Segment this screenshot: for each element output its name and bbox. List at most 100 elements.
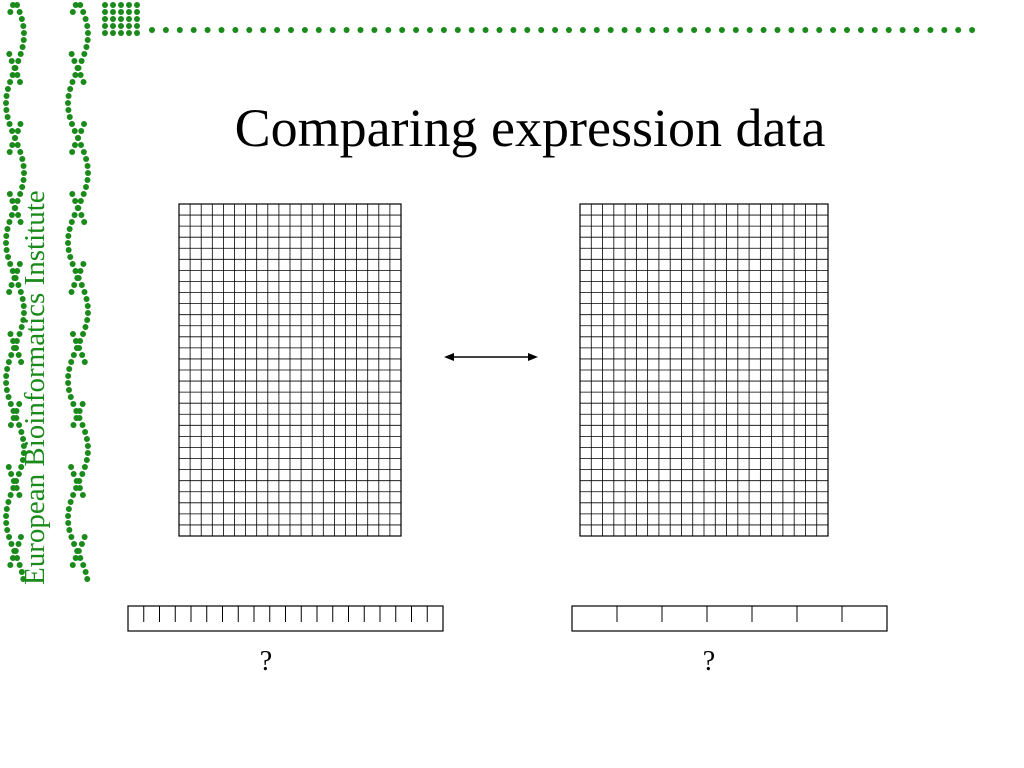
dot (4, 226, 11, 232)
dot (7, 422, 14, 428)
dot (857, 27, 864, 33)
dot (19, 44, 26, 50)
dot (19, 296, 26, 302)
dot (83, 296, 90, 302)
dot (20, 436, 27, 442)
dot (4, 86, 11, 92)
dot (788, 27, 795, 33)
dot (80, 261, 87, 267)
dot (79, 352, 86, 358)
dot (14, 555, 21, 561)
dot (9, 72, 16, 78)
dot (78, 128, 85, 134)
dot (9, 142, 16, 148)
dot (941, 27, 948, 33)
dot (12, 345, 19, 351)
dot (71, 541, 78, 547)
dot (20, 303, 27, 309)
dot (17, 534, 24, 540)
dot (70, 471, 77, 477)
dot (71, 142, 78, 148)
dot (83, 457, 90, 463)
dot (70, 401, 77, 407)
dot (677, 27, 684, 33)
dot (134, 9, 140, 15)
dot (81, 534, 88, 540)
dot (69, 79, 76, 85)
dot (66, 226, 73, 232)
dot (72, 198, 79, 204)
dot (5, 254, 12, 260)
dot (17, 289, 24, 295)
dot (830, 27, 837, 33)
dot (68, 534, 75, 540)
dot (7, 562, 14, 568)
dot (126, 2, 132, 8)
dot (70, 352, 77, 358)
dot (84, 576, 91, 582)
dot (14, 128, 21, 134)
dot (110, 2, 116, 8)
dot (329, 27, 336, 33)
dot (5, 464, 12, 470)
dot (8, 212, 15, 218)
dot (454, 27, 461, 33)
dot (579, 27, 586, 33)
dot (7, 401, 14, 407)
dot (705, 27, 711, 33)
dot (20, 30, 27, 36)
dot (538, 27, 545, 33)
dot (20, 450, 27, 456)
dot (802, 27, 809, 33)
dot (162, 27, 169, 33)
dot (16, 422, 23, 428)
dot (12, 548, 19, 554)
double-arrow (444, 353, 538, 361)
dot (3, 387, 10, 393)
dot (81, 219, 88, 225)
dot (83, 436, 90, 442)
dot (17, 51, 24, 57)
dot (524, 27, 531, 33)
dot (14, 268, 21, 274)
dot (885, 27, 892, 33)
dot (7, 331, 14, 337)
dot (7, 9, 14, 15)
dot (3, 513, 10, 519)
dot (84, 30, 91, 36)
dot (3, 247, 10, 253)
dot (82, 324, 89, 330)
dot (607, 27, 614, 33)
dot (246, 27, 253, 33)
dot (691, 27, 698, 33)
dot (20, 37, 27, 43)
dot (118, 16, 124, 22)
dot (67, 86, 74, 92)
dot (81, 289, 88, 295)
dot (80, 149, 87, 155)
dot (84, 177, 91, 183)
dot (3, 93, 10, 99)
dot (77, 268, 84, 274)
dot (16, 492, 23, 498)
dot (69, 149, 76, 155)
dot (18, 359, 25, 365)
dot (75, 205, 82, 211)
dot (16, 261, 23, 267)
dot (84, 310, 91, 316)
dot (18, 569, 25, 575)
dot (8, 58, 15, 64)
dot (3, 233, 10, 239)
dot (3, 100, 10, 106)
dot (399, 27, 406, 33)
dot (71, 212, 78, 218)
dot (80, 79, 87, 85)
right-question: ? (703, 646, 715, 677)
dot (496, 27, 503, 33)
dot (7, 492, 14, 498)
dot (510, 27, 517, 33)
dot (126, 23, 132, 29)
dot (218, 27, 225, 33)
dot (20, 310, 27, 316)
dot (385, 27, 392, 33)
